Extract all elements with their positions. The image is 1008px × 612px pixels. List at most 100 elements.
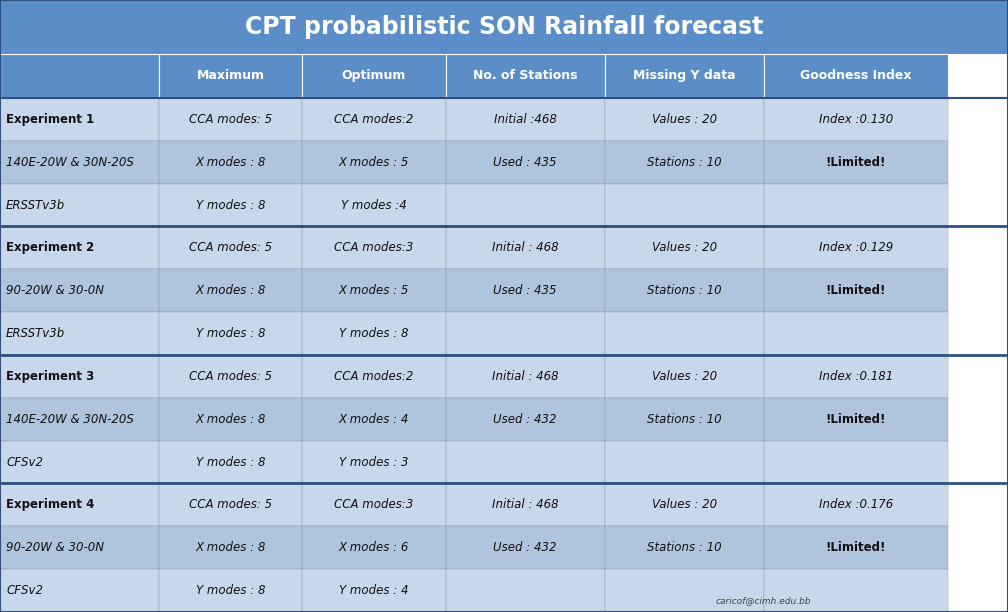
Text: CCA modes: 5: CCA modes: 5: [190, 370, 272, 383]
Bar: [0, 483, 159, 526]
Bar: [302, 398, 446, 441]
Text: !Limited!: !Limited!: [826, 541, 886, 554]
Bar: [605, 98, 764, 141]
Text: Experiment 1: Experiment 1: [6, 113, 95, 126]
Bar: [446, 441, 605, 483]
Bar: [159, 226, 302, 269]
Bar: [764, 569, 948, 612]
Bar: [302, 355, 446, 398]
Text: Values : 20: Values : 20: [652, 370, 717, 383]
Text: Y modes : 3: Y modes : 3: [340, 455, 408, 469]
Text: X modes : 8: X modes : 8: [196, 541, 266, 554]
Text: CCA modes: 5: CCA modes: 5: [190, 113, 272, 126]
Bar: [446, 141, 605, 184]
Bar: [446, 398, 605, 441]
Text: X modes : 5: X modes : 5: [339, 155, 409, 169]
Bar: [302, 569, 446, 612]
Text: Goodness Index: Goodness Index: [800, 69, 911, 83]
Bar: [159, 312, 302, 355]
Bar: [764, 483, 948, 526]
Text: caricof@cimh.edu.bb: caricof@cimh.edu.bb: [716, 595, 811, 605]
Bar: [764, 441, 948, 483]
Text: CPT probabilistic SON Rainfall forecast: CPT probabilistic SON Rainfall forecast: [245, 15, 763, 39]
Text: Index :0.129: Index :0.129: [818, 241, 893, 255]
Bar: [302, 312, 446, 355]
Bar: [446, 312, 605, 355]
Bar: [446, 355, 605, 398]
Text: CCA modes:3: CCA modes:3: [335, 498, 413, 512]
Bar: [764, 398, 948, 441]
Text: Optimum: Optimum: [342, 69, 406, 83]
Bar: [0, 398, 159, 441]
Text: ERSSTv3b: ERSSTv3b: [6, 327, 66, 340]
Text: Used : 432: Used : 432: [494, 412, 556, 426]
Bar: [0, 226, 159, 269]
Bar: [446, 54, 605, 98]
Bar: [764, 184, 948, 226]
Bar: [446, 569, 605, 612]
Text: Experiment 2: Experiment 2: [6, 241, 95, 255]
Text: Index :0.130: Index :0.130: [818, 113, 893, 126]
Text: 90-20W & 30-0N: 90-20W & 30-0N: [6, 541, 104, 554]
Bar: [159, 184, 302, 226]
Text: Initial : 468: Initial : 468: [492, 370, 558, 383]
Text: CCA modes:2: CCA modes:2: [335, 113, 413, 126]
Bar: [605, 483, 764, 526]
Bar: [605, 184, 764, 226]
Text: 140E-20W & 30N-20S: 140E-20W & 30N-20S: [6, 155, 134, 169]
Bar: [159, 398, 302, 441]
Text: Initial :468: Initial :468: [494, 113, 556, 126]
Text: No. of Stations: No. of Stations: [473, 69, 578, 83]
Bar: [159, 355, 302, 398]
Text: !Limited!: !Limited!: [826, 412, 886, 426]
Bar: [605, 141, 764, 184]
Text: Y modes :4: Y modes :4: [341, 198, 407, 212]
Text: X modes : 5: X modes : 5: [339, 284, 409, 297]
Bar: [302, 269, 446, 312]
Bar: [0, 184, 159, 226]
Text: CCA modes: 5: CCA modes: 5: [190, 498, 272, 512]
Text: X modes : 6: X modes : 6: [339, 541, 409, 554]
Text: Used : 432: Used : 432: [494, 541, 556, 554]
Bar: [605, 441, 764, 483]
Text: Y modes : 8: Y modes : 8: [197, 327, 265, 340]
Text: Index :0.181: Index :0.181: [818, 370, 893, 383]
Bar: [0, 441, 159, 483]
Bar: [764, 526, 948, 569]
Bar: [0, 269, 159, 312]
Bar: [0, 141, 159, 184]
Bar: [302, 483, 446, 526]
Bar: [0, 0, 1008, 54]
Bar: [302, 184, 446, 226]
Bar: [0, 312, 159, 355]
Text: 90-20W & 30-0N: 90-20W & 30-0N: [6, 284, 104, 297]
Bar: [764, 98, 948, 141]
Bar: [605, 355, 764, 398]
Text: Y modes : 8: Y modes : 8: [340, 327, 408, 340]
Text: ERSSTv3b: ERSSTv3b: [6, 198, 66, 212]
Text: 140E-20W & 30N-20S: 140E-20W & 30N-20S: [6, 412, 134, 426]
Bar: [302, 441, 446, 483]
Text: Maximum: Maximum: [197, 69, 265, 83]
Text: Used : 435: Used : 435: [494, 284, 556, 297]
Bar: [605, 398, 764, 441]
Bar: [159, 569, 302, 612]
Text: Y modes : 8: Y modes : 8: [197, 198, 265, 212]
Bar: [0, 54, 159, 98]
Bar: [159, 141, 302, 184]
Text: X modes : 8: X modes : 8: [196, 412, 266, 426]
Text: Y modes : 8: Y modes : 8: [197, 584, 265, 597]
Text: CFSv2: CFSv2: [6, 455, 43, 469]
Text: Values : 20: Values : 20: [652, 241, 717, 255]
Text: Stations : 10: Stations : 10: [647, 412, 722, 426]
Bar: [159, 54, 302, 98]
Bar: [446, 269, 605, 312]
Bar: [302, 141, 446, 184]
Text: X modes : 4: X modes : 4: [339, 412, 409, 426]
Text: Stations : 10: Stations : 10: [647, 541, 722, 554]
Bar: [159, 269, 302, 312]
Bar: [302, 98, 446, 141]
Bar: [605, 269, 764, 312]
Text: Experiment 4: Experiment 4: [6, 498, 95, 512]
Bar: [302, 226, 446, 269]
